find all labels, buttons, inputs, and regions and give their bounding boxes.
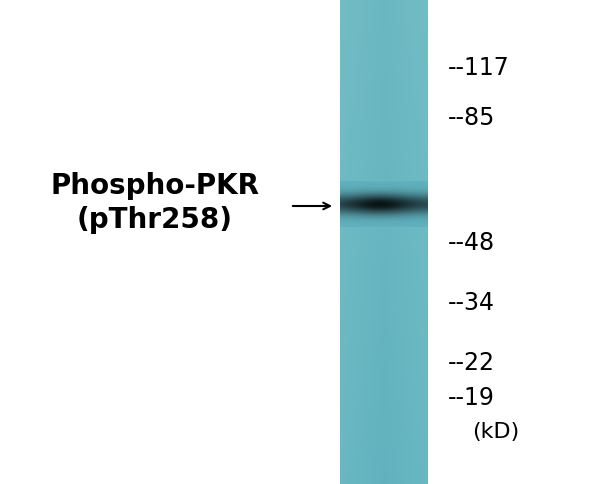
Text: --85: --85 xyxy=(448,106,496,130)
Text: (pThr258): (pThr258) xyxy=(77,206,233,233)
Text: (kD): (kD) xyxy=(472,421,519,441)
Text: --117: --117 xyxy=(448,56,510,80)
Text: --19: --19 xyxy=(448,385,495,409)
Text: --34: --34 xyxy=(448,290,495,314)
Text: --22: --22 xyxy=(448,350,495,374)
Text: Phospho-PKR: Phospho-PKR xyxy=(50,172,260,199)
Text: --48: --48 xyxy=(448,230,495,255)
